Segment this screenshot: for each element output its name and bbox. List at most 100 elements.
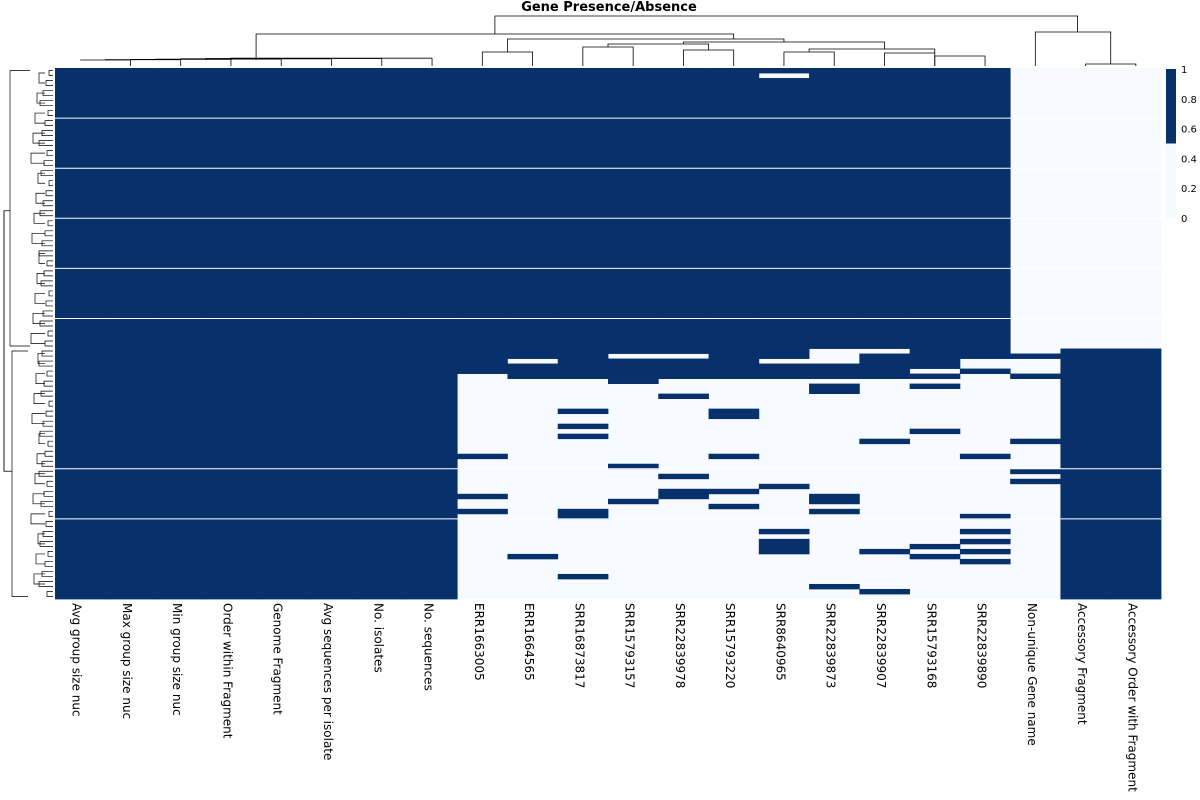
- heatmap-cell: [155, 113, 207, 119]
- heatmap-cell: [55, 558, 106, 565]
- heatmap-cell: [306, 418, 358, 425]
- heatmap-cell: [658, 148, 709, 154]
- heatmap-cell: [457, 68, 508, 74]
- heatmap-cell: [155, 483, 207, 490]
- heatmap-cell: [105, 268, 156, 274]
- heatmap-cell: [758, 548, 810, 555]
- heatmap-cell: [1110, 438, 1162, 445]
- heatmap-cell: [708, 183, 760, 189]
- heatmap-cell: [557, 123, 609, 129]
- heatmap-cell: [758, 213, 810, 219]
- heatmap-cell: [909, 128, 961, 134]
- heatmap-cell: [105, 458, 156, 465]
- heatmap-cell: [1060, 568, 1112, 575]
- heatmap-cell: [356, 73, 408, 79]
- heatmap-cell: [608, 313, 659, 319]
- heatmap-cell: [708, 453, 760, 460]
- heatmap-cell: [1110, 458, 1162, 465]
- heatmap-cell: [256, 118, 307, 124]
- heatmap-cell: [356, 313, 408, 319]
- heatmap-cell: [205, 113, 257, 119]
- heatmap-cell: [105, 263, 156, 269]
- heatmap-cell: [758, 178, 810, 184]
- heatmap-cell: [1110, 513, 1162, 520]
- heatmap-cell: [256, 128, 307, 134]
- heatmap-cell: [155, 238, 207, 244]
- heatmap-cell: [105, 83, 156, 89]
- heatmap-cell: [105, 193, 156, 199]
- heatmap-cell: [557, 423, 609, 430]
- heatmap-cell: [306, 518, 358, 525]
- heatmap-cell: [758, 113, 810, 119]
- heatmap-cell: [155, 543, 207, 550]
- heatmap-cell: [155, 338, 207, 344]
- dendrogram-link: [46, 591, 53, 597]
- heatmap-cell: [105, 418, 156, 425]
- heatmap-cell: [758, 123, 810, 129]
- heatmap-cell: [608, 208, 659, 214]
- heatmap-cell: [959, 263, 1011, 269]
- heatmap-cell: [809, 98, 860, 104]
- heatmap-cell: [205, 333, 257, 339]
- heatmap-cell: [1110, 368, 1162, 374]
- heatmap-cell: [557, 183, 609, 189]
- heatmap-cell: [155, 98, 207, 104]
- heatmap-cell: [306, 288, 358, 294]
- heatmap-cell: [356, 428, 408, 435]
- heatmap-cell: [256, 163, 307, 169]
- heatmap-cell: [959, 558, 1011, 565]
- heatmap-cell: [809, 223, 860, 229]
- heatmap-cell: [658, 243, 709, 249]
- heatmap-cell: [55, 118, 106, 124]
- heatmap-cell: [608, 368, 659, 374]
- heatmap-cell: [809, 123, 860, 129]
- heatmap-cell: [256, 223, 307, 229]
- dendrogram-link: [481, 51, 533, 66]
- heatmap-cell: [155, 263, 207, 269]
- heatmap-cell: [306, 183, 358, 189]
- heatmap-cell: [507, 228, 559, 234]
- heatmap-cell: [859, 263, 911, 269]
- heatmap-cell: [959, 103, 1011, 109]
- heatmap-cell: [356, 193, 408, 199]
- heatmap-cell: [658, 363, 709, 369]
- dendrogram-link: [34, 293, 45, 304]
- heatmap-cell: [205, 298, 257, 304]
- heatmap-cell: [658, 328, 709, 334]
- heatmap-cell: [256, 553, 307, 560]
- heatmap-cell: [608, 83, 659, 89]
- heatmap-cell: [457, 83, 508, 89]
- heatmap-cell: [105, 468, 156, 475]
- heatmap-cell: [155, 268, 207, 274]
- heatmap-cell: [507, 113, 559, 119]
- heatmap-cell: [356, 123, 408, 129]
- heatmap-cell: [356, 258, 408, 264]
- heatmap-cell: [1110, 483, 1162, 490]
- heatmap-cell: [608, 228, 659, 234]
- heatmap-cell: [105, 498, 156, 505]
- heatmap-cell: [356, 128, 408, 134]
- heatmap-cell: [105, 513, 156, 520]
- heatmap-cell: [205, 318, 257, 324]
- heatmap-cell: [155, 358, 207, 364]
- heatmap-cell: [356, 513, 408, 520]
- heatmap-cell: [306, 403, 358, 410]
- heatmap-cell: [155, 513, 207, 520]
- heatmap-cell: [406, 463, 458, 470]
- heatmap-cell: [457, 173, 508, 179]
- heatmap-cell: [155, 568, 207, 575]
- heatmap-cell: [356, 363, 408, 369]
- heatmap-cell: [256, 233, 307, 239]
- heatmap-cell: [1060, 458, 1112, 465]
- heatmap-cell: [406, 123, 458, 129]
- heatmap-cell: [155, 593, 207, 600]
- heatmap-cell: [608, 108, 659, 114]
- heatmap-cell: [608, 333, 659, 339]
- heatmap-cell: [105, 533, 156, 540]
- heatmap-cell: [406, 553, 458, 560]
- heatmap-cell: [155, 318, 207, 324]
- heatmap-cell: [256, 78, 307, 84]
- heatmap-cell: [356, 523, 408, 530]
- heatmap-cell: [105, 173, 156, 179]
- heatmap-cell: [859, 588, 911, 595]
